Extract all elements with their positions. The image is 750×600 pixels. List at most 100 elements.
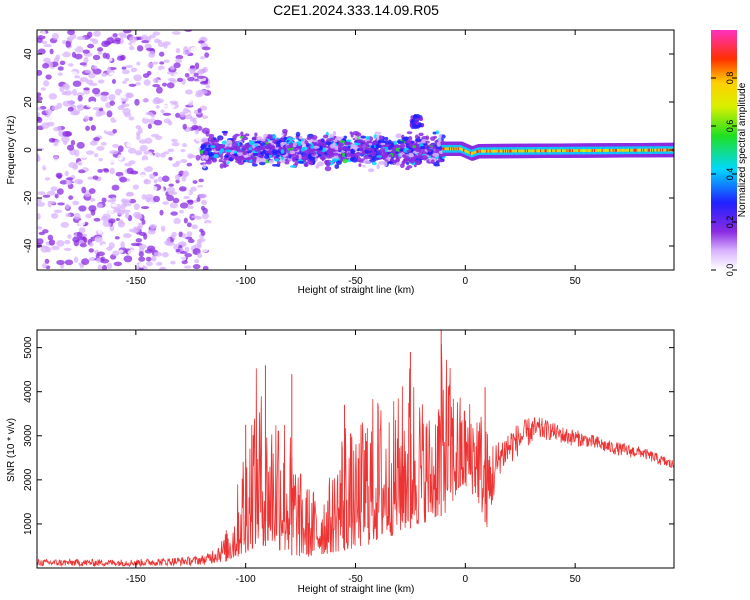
spectrogram-band-dot [237, 150, 244, 153]
spectrogram-band-dot [201, 137, 209, 143]
spectrogram-noise-dot [182, 123, 187, 130]
spectrogram-noise-dot [195, 154, 201, 161]
spectrogram-noise-dot [93, 137, 101, 142]
spectrogram-noise-dot [57, 202, 65, 206]
spectrogram-band-dot [438, 134, 442, 139]
spectrogram-noise-dot [179, 90, 184, 96]
spectrogram-noise-dot [141, 219, 146, 225]
spectrogram-noise-dot [110, 43, 118, 47]
spectrogram-noise-dot [37, 107, 42, 111]
spectrogram-noise-dot [152, 84, 161, 88]
spectrogram-noise-dot [168, 33, 174, 38]
spectrogram-noise-dot [98, 107, 104, 112]
spectrogram-noise-dot [164, 171, 172, 176]
spectrogram-noise-dot [142, 265, 148, 270]
spectrogram-band-dot [358, 163, 362, 167]
spectrogram-noise-dot [40, 87, 46, 91]
snr-x-axis: -150 -100 -50 0 50 [126, 330, 581, 585]
spectrogram-noise-dot [51, 105, 59, 111]
spectrogram-noise-dot [142, 73, 150, 79]
spectrogram-band-dot [324, 159, 330, 164]
snr-y-tick-label: 4000 [23, 380, 34, 403]
spectrogram-band-dot [429, 143, 435, 147]
spectrogram-noise-dot [139, 262, 144, 268]
spectrogram-band-dot [301, 141, 305, 145]
spectrogram-noise-dot [97, 51, 103, 55]
spectrogram-noise-dot [47, 234, 54, 241]
spectrogram-noise-dot [117, 154, 124, 161]
spectrogram-noise-dot [106, 130, 114, 136]
spectrogram-noise-dot [121, 80, 127, 84]
spectrogram-noise-dot [47, 116, 54, 121]
spectrogram-noise-dot [114, 37, 121, 42]
spectrogram-noise-dot [168, 104, 176, 109]
spectrogram-noise-dot [111, 203, 118, 208]
spectrogram-x-tick-label: 50 [570, 276, 582, 287]
spectrogram-noise-dot [133, 203, 140, 211]
spectrogram-noise-dot [192, 119, 197, 125]
spectrogram-noise-dot [81, 251, 88, 256]
spectrogram-band-dot [223, 157, 228, 161]
spectrogram-noise-dot [145, 261, 153, 267]
spectrogram-noise-dot [182, 233, 187, 239]
spectrogram-band-dot [219, 136, 223, 141]
spectrogram-noise-dot [155, 261, 163, 266]
spectrogram-band-dot [308, 161, 314, 166]
spectrogram-noise-dot [121, 209, 131, 213]
spectrogram-band-dot [435, 149, 440, 152]
spectrogram-band-dot [356, 156, 362, 163]
spectrogram-band-dot [391, 147, 397, 152]
spectrogram-band-dot [379, 148, 384, 154]
spectrogram-noise-dot [175, 179, 180, 184]
spectrogram-noise-dot [132, 222, 139, 228]
spectrogram-band-dot [395, 162, 401, 166]
spectrogram-band-dot [415, 149, 422, 153]
spectrogram-noise-dot [48, 239, 56, 246]
spectrogram-noise-dot [199, 81, 209, 85]
spectrogram-noise-dot [97, 226, 104, 234]
spectrogram-noise-dot [186, 222, 192, 228]
spectrogram-band-dot [276, 163, 281, 168]
spectrogram-noise-dot [136, 61, 141, 66]
spectrogram-noise-dot [64, 170, 69, 177]
spectrogram-noise-dot [73, 133, 79, 137]
spectrogram-noise-dot [159, 209, 164, 216]
spectrogram-noise-dot [76, 104, 82, 109]
spectrogram-band-dot [211, 158, 217, 163]
spectrogram-band-dot [224, 149, 232, 153]
spectrogram-noise-dot [184, 114, 193, 120]
spectrogram-noise-dot [179, 256, 187, 261]
spectrogram-noise-dot [108, 72, 116, 76]
spectrogram-noise-dot [183, 171, 189, 176]
spectrogram-band-dot [439, 159, 444, 163]
spectrogram-noise-dot [57, 125, 62, 132]
spectrogram-noise-dot [194, 33, 201, 39]
spectrogram-noise-dot [135, 238, 143, 243]
snr-y-tick-label: 3000 [23, 424, 34, 447]
spectrogram-noise-dot [63, 247, 72, 251]
spectrogram-band-dot [362, 164, 366, 168]
spectrogram-band-dot [248, 140, 253, 145]
spectrogram-noise-dot [161, 175, 170, 183]
snr-x-label: Height of straight line (km) [298, 584, 415, 595]
spectrogram-band-dot [331, 152, 335, 158]
spectrogram-noise-dot [101, 60, 109, 67]
spectrogram-noise-dot [108, 209, 114, 214]
spectrogram-noise-dot [108, 234, 116, 242]
spectrogram-noise-dot [141, 117, 150, 124]
spectrogram-band-dot [428, 152, 433, 156]
spectrogram-noise-dot [101, 72, 107, 77]
spectrogram-noise-dot [204, 52, 210, 58]
spectrogram-band-dot [408, 136, 413, 141]
spectrogram-noise-dot [115, 217, 120, 222]
spectrogram-band-dot [284, 161, 290, 165]
spectrogram-noise-dot [92, 87, 101, 95]
spectrogram-noise-dot [43, 44, 52, 48]
spectrogram-noise-dot [138, 174, 147, 181]
spectrogram-noise-dot [201, 246, 209, 253]
spectrogram-noise-dot [155, 135, 163, 141]
spectrogram-band-dot [303, 163, 309, 167]
spectrogram-noise-dot [197, 68, 205, 75]
spectrogram-noise-dot [114, 236, 120, 240]
spectrogram-band-dot [302, 154, 310, 158]
